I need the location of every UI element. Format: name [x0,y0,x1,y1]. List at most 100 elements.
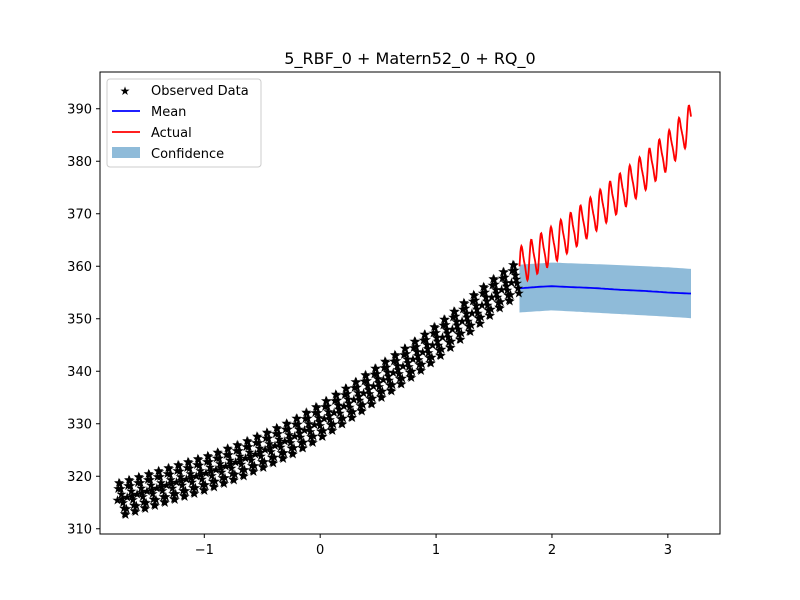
observed-point: ★ [451,314,463,329]
observed-point: ★ [428,326,440,341]
observed-point: ★ [448,303,460,318]
observed-point: ★ [251,429,263,444]
observed-point: ★ [490,282,502,297]
observed-point: ★ [286,446,298,461]
observed-point: ★ [463,319,475,334]
observed-point: ★ [120,507,132,522]
observed-point: ★ [447,310,459,325]
observed-point: ★ [504,293,516,308]
observed-point: ★ [443,335,455,350]
observed-point: ★ [288,440,300,455]
observed-point: ★ [222,441,234,456]
observed-point: ★ [262,425,274,440]
observed-point: ★ [477,286,489,301]
observed-point: ★ [432,334,444,349]
observed-point: ★ [513,286,525,301]
observed-point: ★ [364,386,376,401]
observed-point: ★ [396,370,408,385]
observed-point: ★ [277,450,289,465]
observed-point: ★ [165,472,177,487]
observed-point: ★ [221,447,233,462]
observed-point: ★ [113,475,125,490]
observed-point: ★ [130,498,142,513]
observed-point: ★ [229,466,241,481]
observed-point: ★ [404,364,416,379]
observed-point: ★ [280,422,292,437]
observed-point: ★ [276,445,288,460]
observed-point: ★ [242,434,254,449]
observed-point: ★ [497,270,509,285]
observed-point: ★ [268,449,280,464]
observed-point: ★ [193,452,205,467]
observed-point: ★ [185,466,197,481]
observed-point: ★ [409,333,421,348]
observed-point: ★ [195,467,207,482]
observed-point: ★ [360,368,372,383]
observed-point: ★ [438,311,450,326]
observed-point: ★ [465,318,477,333]
observed-point: ★ [429,320,441,335]
observed-point: ★ [180,472,192,487]
observed-point: ★ [412,348,424,363]
observed-point: ★ [150,492,162,507]
observed-point: ★ [260,431,272,446]
observed-point: ★ [474,315,486,330]
observed-point: ★ [343,395,355,410]
observed-point: ★ [393,366,405,381]
observed-point: ★ [478,280,490,295]
observed-point: ★ [386,383,398,398]
observed-point: ★ [436,342,448,357]
observed-point: ★ [238,468,250,483]
y-tick-label: 340 [67,365,92,380]
observed-point: ★ [433,343,445,358]
observed-point: ★ [222,442,234,457]
observed-point: ★ [258,454,270,469]
observed-point: ★ [232,438,244,453]
observed-point: ★ [155,475,167,490]
observed-point: ★ [475,310,487,325]
observed-point: ★ [213,445,225,460]
observed-point: ★ [259,442,271,457]
observed-point: ★ [278,445,290,460]
observed-point: ★ [377,372,389,387]
observed-point: ★ [148,497,160,512]
observed-point: ★ [277,451,289,466]
observed-point: ★ [182,454,194,469]
observed-point: ★ [223,447,235,462]
observed-point: ★ [333,402,345,417]
observed-point: ★ [117,495,129,510]
observed-point: ★ [250,435,262,450]
observed-point: ★ [201,454,213,469]
observed-point: ★ [203,454,215,469]
observed-point: ★ [431,330,443,345]
observed-point: ★ [203,449,215,464]
observed-point: ★ [167,486,179,501]
observed-point: ★ [230,455,242,470]
observed-point: ★ [303,416,315,431]
observed-point: ★ [441,322,453,337]
observed-point: ★ [382,365,394,380]
x-tick-label: 2 [548,543,556,558]
observed-point: ★ [171,463,183,478]
y-tick-label: 320 [67,470,92,485]
observed-point: ★ [125,484,137,499]
observed-point: ★ [410,334,422,349]
observed-point: ★ [147,486,159,501]
observed-point: ★ [285,435,297,450]
observed-point: ★ [452,321,464,336]
observed-point: ★ [245,449,257,464]
observed-point: ★ [336,417,348,432]
observed-point: ★ [311,400,323,415]
observed-point: ★ [281,416,293,431]
observed-point: ★ [501,279,513,294]
observed-point: ★ [371,366,383,381]
observed-point: ★ [320,393,332,408]
observed-point: ★ [501,283,513,298]
observed-point: ★ [301,406,313,421]
observed-point: ★ [296,440,308,455]
observed-point: ★ [378,360,390,375]
observed-point: ★ [292,416,304,431]
observed-point: ★ [254,444,266,459]
observed-point: ★ [439,312,451,327]
